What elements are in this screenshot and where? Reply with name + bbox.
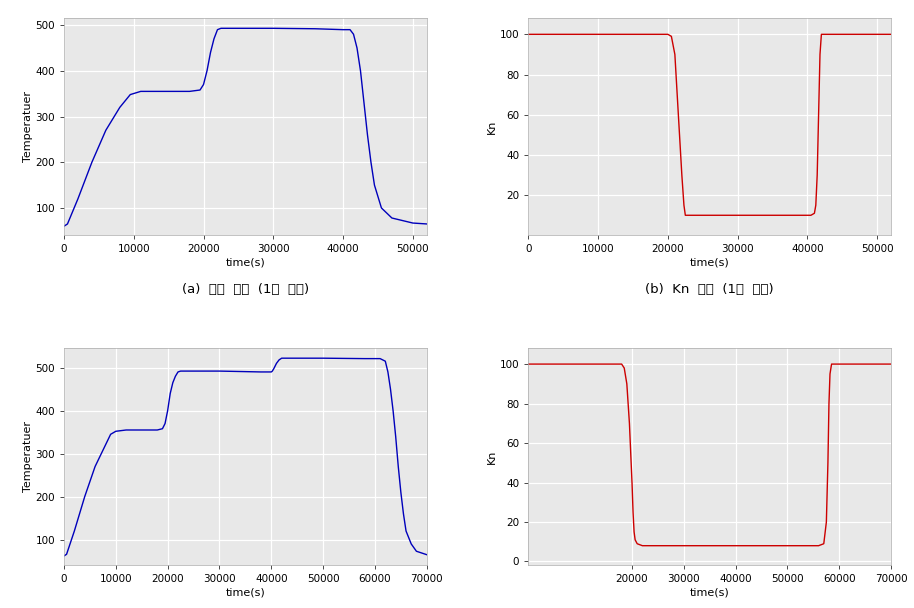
X-axis label: time(s): time(s) — [226, 587, 265, 597]
Y-axis label: Kn: Kn — [487, 450, 497, 464]
X-axis label: time(s): time(s) — [226, 257, 265, 267]
Y-axis label: Temperatuer: Temperatuer — [23, 421, 33, 492]
Text: (b)  Kn  파형  (1단  질화): (b) Kn 파형 (1단 질화) — [645, 283, 774, 296]
X-axis label: time(s): time(s) — [690, 587, 729, 597]
Text: (a)  온도  파형  (1단  질화): (a) 온도 파형 (1단 질화) — [182, 283, 309, 296]
X-axis label: time(s): time(s) — [690, 257, 729, 267]
Y-axis label: Temperatuer: Temperatuer — [23, 91, 33, 162]
Y-axis label: Kn: Kn — [487, 120, 497, 134]
